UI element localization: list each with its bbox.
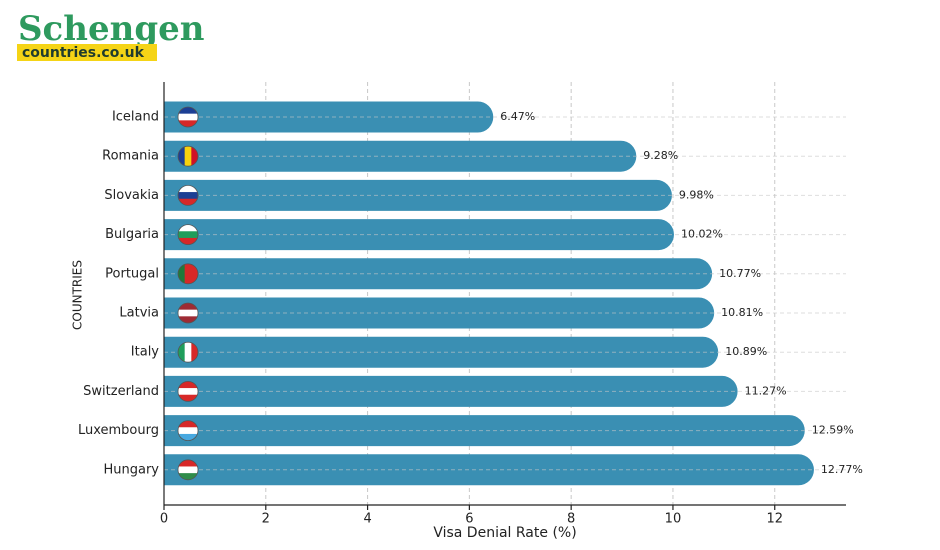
flag-stripe xyxy=(178,231,198,239)
flag-stripe xyxy=(178,381,198,389)
flag-stripe xyxy=(178,192,198,200)
value-label: 10.81% xyxy=(721,306,763,319)
flag-stripe xyxy=(178,113,198,121)
flag-rim xyxy=(177,184,199,206)
flag-rim xyxy=(177,380,199,402)
flag-stripe xyxy=(178,459,198,467)
flag-icon xyxy=(177,184,199,206)
flag-stripe xyxy=(178,146,186,167)
flag-stripe xyxy=(178,466,198,474)
flag-icon xyxy=(177,224,199,246)
flag-stripe xyxy=(184,263,192,284)
flag-rim xyxy=(177,302,199,324)
category-label: Latvia xyxy=(119,306,159,321)
x-tick-label: 6 xyxy=(465,512,473,527)
bar xyxy=(164,336,719,368)
flag-stripe xyxy=(191,342,198,363)
flag-stripe xyxy=(178,107,198,115)
category-label: Switzerland xyxy=(83,384,159,399)
category-label: Iceland xyxy=(112,110,159,125)
x-tick-label: 12 xyxy=(766,512,783,527)
flag-stripe xyxy=(178,120,198,127)
category-label: Luxembourg xyxy=(78,423,159,438)
logo: Schengen countries.co.uk xyxy=(17,9,204,61)
flag-stripe xyxy=(178,427,198,435)
value-label: 9.28% xyxy=(643,149,678,162)
flag-rim xyxy=(177,145,199,167)
value-label: 10.89% xyxy=(725,345,767,358)
bar xyxy=(164,375,738,407)
flag-stripe xyxy=(184,146,192,167)
flag-rim xyxy=(177,106,199,128)
logo-band xyxy=(17,44,157,61)
flag-stripe xyxy=(178,394,198,402)
flag-stripe xyxy=(178,420,198,428)
category-label: Romania xyxy=(102,149,159,164)
value-label: 9.98% xyxy=(679,188,714,201)
flag-stripe xyxy=(178,303,198,311)
flag-stripe xyxy=(178,388,198,396)
flag-stripe xyxy=(178,224,198,232)
flag-stripe xyxy=(178,309,198,317)
flag-stripe xyxy=(178,198,198,206)
flag-rim xyxy=(177,341,199,363)
x-tick-label: 0 xyxy=(160,512,168,527)
value-label: 6.47% xyxy=(500,110,535,123)
x-tick-label: 8 xyxy=(567,512,575,527)
x-tick-label: 10 xyxy=(665,512,682,527)
flag-stripe xyxy=(178,316,198,323)
flag-icon xyxy=(177,302,199,324)
flag-stripe xyxy=(178,185,198,193)
flag-icon xyxy=(177,106,199,128)
x-tick-label: 2 xyxy=(262,512,270,527)
flag-stripe xyxy=(178,433,198,441)
value-label: 12.77% xyxy=(821,463,863,476)
bar xyxy=(164,140,637,172)
category-label: Hungary xyxy=(103,462,159,477)
flag-stripe xyxy=(178,342,186,363)
flag-stripe xyxy=(178,237,198,245)
x-tick-label: 4 xyxy=(363,512,371,527)
value-label: 11.27% xyxy=(745,384,787,397)
category-label: Italy xyxy=(131,345,160,360)
flag-icon xyxy=(177,380,199,402)
flag-icon xyxy=(177,341,199,363)
flag-stripe xyxy=(184,342,192,363)
category-label: Bulgaria xyxy=(105,227,159,242)
flag-stripe xyxy=(178,473,198,480)
category-label: Portugal xyxy=(105,266,159,281)
flag-rim xyxy=(177,263,199,285)
flag-stripe xyxy=(191,263,198,284)
flag-icon xyxy=(177,420,199,442)
y-axis-label: COUNTRIES xyxy=(71,260,85,330)
flag-rim xyxy=(177,459,199,481)
flag-icon xyxy=(177,145,199,167)
category-label: Slovakia xyxy=(104,188,159,203)
value-label: 12.59% xyxy=(812,424,854,437)
flag-stripe xyxy=(178,263,186,284)
value-label: 10.77% xyxy=(719,267,761,280)
logo-title: Schengen xyxy=(18,9,204,49)
x-axis-label: Visa Denial Rate (%) xyxy=(433,525,576,541)
logo-subtitle: countries.co.uk xyxy=(22,45,145,61)
flag-rim xyxy=(177,420,199,442)
flag-icon xyxy=(177,459,199,481)
bar xyxy=(164,415,805,447)
flag-rim xyxy=(177,224,199,246)
flag-stripe xyxy=(191,146,198,167)
flag-icon xyxy=(177,263,199,285)
value-label: 10.02% xyxy=(681,228,723,241)
